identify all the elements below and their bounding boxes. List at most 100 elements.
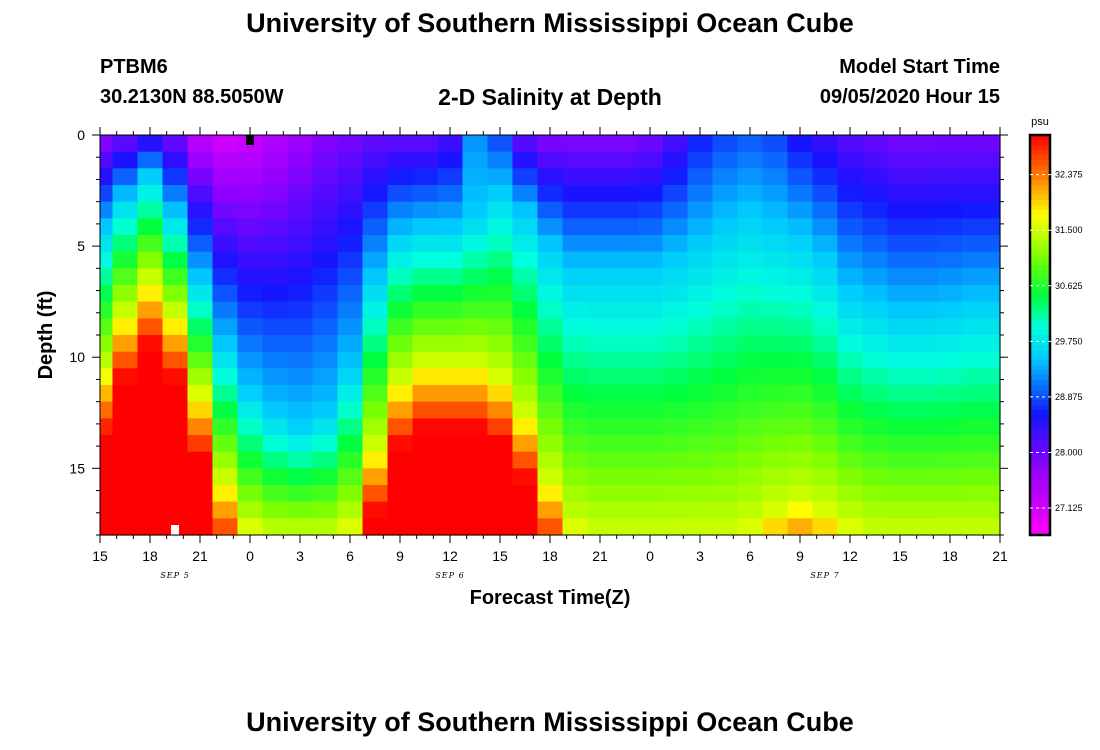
heatmap-cell [212,151,239,169]
colorbar-segment [1030,495,1050,501]
heatmap-cell [987,501,1001,519]
colorbar-segment [1030,360,1050,366]
heatmap-cell [712,435,739,453]
heatmap-cell [762,485,789,503]
heatmap-cell [612,335,639,353]
heatmap-cell [937,235,964,253]
heatmap-cell [387,435,414,453]
colorbar-segment [1030,170,1050,176]
heatmap-cell [812,135,839,153]
heatmap-cell [587,401,614,419]
heatmap-cell [837,285,864,303]
heatmap-cell [812,235,839,253]
heatmap-cell [787,285,814,303]
x-tick-label: 15 [92,548,108,564]
heatmap-cell [787,501,814,519]
x-tick-label: 12 [842,548,858,564]
heatmap-cell [537,518,564,536]
heatmap-cell [412,285,439,303]
heatmap-cell [237,468,264,486]
heatmap-cell [112,235,139,253]
heatmap-cell [462,318,489,336]
heatmap-cell [762,151,789,169]
heatmap-cell [837,168,864,186]
heatmap-cell [762,185,789,203]
heatmap-cell [612,451,639,469]
heatmap-cell [187,301,214,319]
heatmap-cell [187,468,214,486]
heatmap-cell [362,385,389,403]
heatmap-cell [512,251,539,269]
heatmap-cell [612,168,639,186]
colorbar-tick-label: 28.000 [1055,447,1083,457]
heatmap-cell [487,168,514,186]
colorbar-segment [1030,205,1050,211]
heatmap-cell [912,485,939,503]
heatmap-cell [962,385,989,403]
heatmap-cell [162,235,189,253]
heatmap-cell [462,201,489,219]
heatmap-cell [412,351,439,369]
heatmap-cell [137,468,164,486]
heatmap-cell [862,285,889,303]
heatmap-cell [937,401,964,419]
heatmap-cell [737,251,764,269]
heatmap-cell [837,301,864,319]
heatmap-cell [100,368,114,386]
heatmap-cell [187,351,214,369]
heatmap-cell [187,151,214,169]
y-tick-label: 15 [69,460,85,476]
heatmap-cell [937,485,964,503]
heatmap-cell [612,468,639,486]
heatmap-cell [487,418,514,436]
heatmap-cell [562,501,589,519]
heatmap-cell [662,201,689,219]
heatmap-cell [912,218,939,236]
heatmap-cell [212,335,239,353]
heatmap-cell [437,235,464,253]
heatmap-cell [987,301,1001,319]
heatmap-cell [937,251,964,269]
colorbar-segment [1030,420,1050,426]
heatmap-cell [762,168,789,186]
heatmap-cell [237,201,264,219]
heatmap-cell [162,368,189,386]
heatmap-cell [562,351,589,369]
heatmap-cell [487,368,514,386]
heatmap-cell [562,318,589,336]
colorbar-segment [1030,345,1050,351]
heatmap-cell [112,301,139,319]
heatmap-cell [337,401,364,419]
heatmap-cell [462,435,489,453]
heatmap-cell [562,518,589,536]
heatmap-cell [462,418,489,436]
heatmap-cell [437,435,464,453]
heatmap-cell [262,235,289,253]
heatmap-cell [612,268,639,286]
heatmap-cell [937,201,964,219]
heatmap-cell [787,318,814,336]
heatmap-cell [287,335,314,353]
heatmap-cell [612,518,639,536]
colorbar-segment [1030,530,1050,536]
colorbar-segment [1030,350,1050,356]
heatmap-cell [612,218,639,236]
heatmap-cell [912,435,939,453]
heatmap-cell [212,385,239,403]
date-label: SEP 7 [810,571,839,580]
colorbar-segment [1030,140,1050,146]
heatmap-cell [262,485,289,503]
heatmap-cell [337,435,364,453]
heatmap-cell [387,418,414,436]
heatmap-cell [837,185,864,203]
heatmap-cell [937,151,964,169]
heatmap-cell [662,335,689,353]
x-tick-label: 21 [192,548,208,564]
heatmap-cell [262,301,289,319]
heatmap-cell [812,168,839,186]
heatmap-cell [512,168,539,186]
heatmap-cell [387,335,414,353]
heatmap-cell [687,351,714,369]
heatmap-cell [487,235,514,253]
y-axis-title: Depth (ft) [35,291,57,380]
